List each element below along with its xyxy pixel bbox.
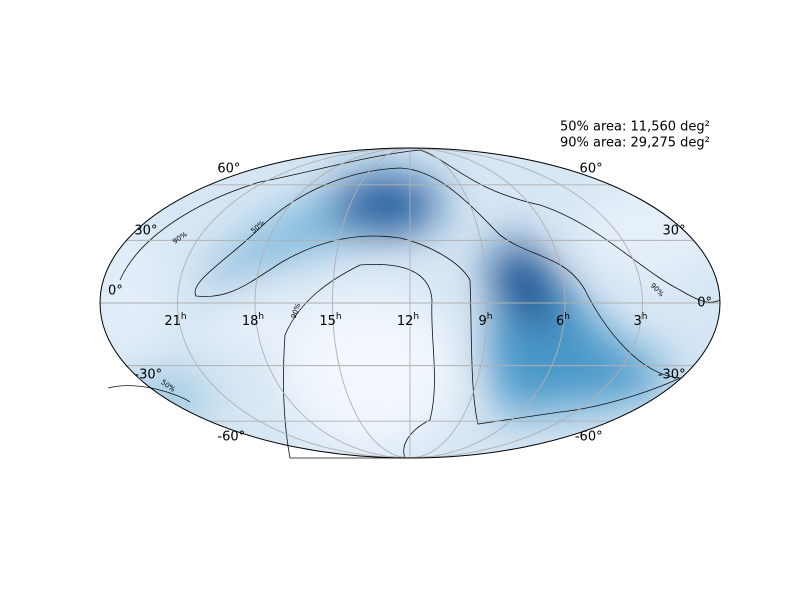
ra-unit: h (564, 312, 570, 322)
dec-label: -30° (658, 367, 686, 382)
ra-number: 9 (479, 314, 487, 329)
dec-label: -60° (217, 430, 245, 445)
contours (107, 149, 721, 459)
dec-label: 0° (697, 296, 712, 311)
ra-unit: h (181, 312, 187, 322)
ra-unit: h (413, 312, 419, 322)
dec-label: 0° (108, 284, 123, 299)
graticule (100, 147, 720, 459)
dec-label: 30° (134, 224, 157, 239)
annotation: 50% area: 11,560 deg² (560, 120, 710, 135)
dec-label: -60° (575, 430, 603, 445)
ra-unit: h (258, 312, 264, 322)
ra-unit: h (336, 312, 342, 322)
ra-number: 15 (319, 314, 336, 329)
ra-unit: h (642, 312, 648, 322)
meridian (177, 147, 411, 459)
dec-label: 60° (580, 161, 603, 176)
meridian (409, 147, 488, 459)
meridian (409, 147, 566, 459)
ra-number: 12 (397, 314, 414, 329)
ra-unit: h (487, 312, 493, 322)
ra-number: 3 (634, 314, 642, 329)
ra-label: 12h (397, 312, 419, 329)
ra-number: 21 (164, 314, 181, 329)
ra-label: 3h (634, 312, 648, 329)
meridian (332, 147, 411, 459)
ra-number: 6 (556, 314, 564, 329)
meridian (409, 147, 643, 459)
dec-label: 30° (663, 224, 686, 239)
annotation: 90% area: 29,275 deg² (560, 136, 710, 151)
ra-label: 15h (319, 312, 341, 329)
ra-label: 18h (242, 312, 264, 329)
dec-label: 60° (217, 161, 240, 176)
ra-label: 9h (479, 312, 493, 329)
ra-number: 18 (242, 314, 259, 329)
sky-boundary (99, 147, 721, 459)
meridian (254, 147, 411, 459)
ra-label: 21h (164, 312, 186, 329)
ra-label: 6h (556, 312, 570, 329)
dec-label: -30° (134, 367, 162, 382)
